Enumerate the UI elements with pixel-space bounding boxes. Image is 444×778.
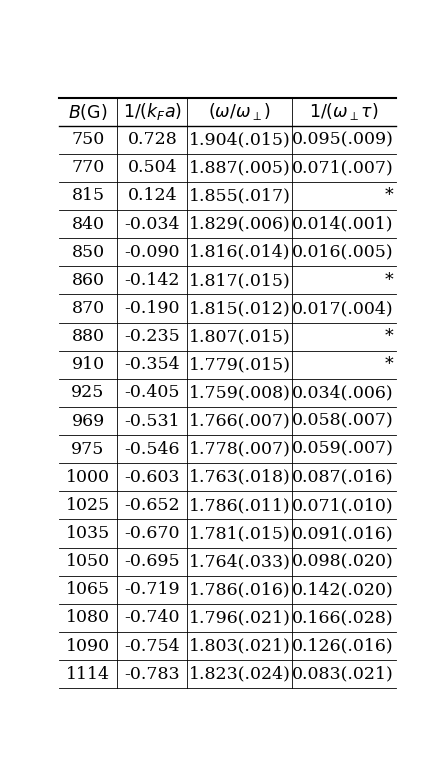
Text: 1.816(.014): 1.816(.014) bbox=[189, 244, 291, 261]
Text: $(\omega/\omega_\perp)$: $(\omega/\omega_\perp)$ bbox=[208, 101, 271, 122]
Text: 925: 925 bbox=[71, 384, 105, 401]
Text: 1050: 1050 bbox=[66, 553, 110, 570]
Text: 1.764(.033): 1.764(.033) bbox=[189, 553, 291, 570]
Text: 0.071(.007): 0.071(.007) bbox=[292, 159, 393, 177]
Text: 1.887(.005): 1.887(.005) bbox=[189, 159, 291, 177]
Text: 850: 850 bbox=[71, 244, 105, 261]
Text: 0.059(.007): 0.059(.007) bbox=[292, 440, 393, 457]
Text: -0.783: -0.783 bbox=[124, 666, 180, 682]
Text: 880: 880 bbox=[71, 328, 104, 345]
Text: -0.235: -0.235 bbox=[124, 328, 180, 345]
Text: 0.083(.021): 0.083(.021) bbox=[292, 666, 393, 682]
Text: 1090: 1090 bbox=[66, 637, 110, 654]
Text: -0.405: -0.405 bbox=[124, 384, 180, 401]
Text: 1.904(.015): 1.904(.015) bbox=[189, 131, 291, 149]
Text: 0.058(.007): 0.058(.007) bbox=[292, 412, 393, 429]
Text: -0.754: -0.754 bbox=[124, 637, 180, 654]
Text: 1000: 1000 bbox=[66, 469, 110, 485]
Text: -0.034: -0.034 bbox=[124, 216, 180, 233]
Text: 1.829(.006): 1.829(.006) bbox=[189, 216, 291, 233]
Text: 0.504: 0.504 bbox=[127, 159, 177, 177]
Text: $1/(\omega_\perp \tau)$: $1/(\omega_\perp \tau)$ bbox=[309, 101, 379, 122]
Text: 0.728: 0.728 bbox=[127, 131, 177, 149]
Text: *: * bbox=[385, 328, 393, 345]
Text: 1035: 1035 bbox=[66, 525, 110, 542]
Text: 0.142(.020): 0.142(.020) bbox=[292, 581, 393, 598]
Text: 840: 840 bbox=[71, 216, 104, 233]
Text: 1.778(.007): 1.778(.007) bbox=[189, 440, 291, 457]
Text: 1.786(.011): 1.786(.011) bbox=[189, 497, 291, 514]
Text: 1114: 1114 bbox=[66, 666, 110, 682]
Text: 1.807(.015): 1.807(.015) bbox=[189, 328, 291, 345]
Text: 0.095(.009): 0.095(.009) bbox=[292, 131, 393, 149]
Text: 1.855(.017): 1.855(.017) bbox=[189, 187, 291, 205]
Text: 0.098(.020): 0.098(.020) bbox=[292, 553, 393, 570]
Text: *: * bbox=[385, 187, 393, 205]
Text: -0.719: -0.719 bbox=[124, 581, 180, 598]
Text: -0.090: -0.090 bbox=[124, 244, 180, 261]
Text: -0.670: -0.670 bbox=[124, 525, 180, 542]
Text: 1.766(.007): 1.766(.007) bbox=[189, 412, 291, 429]
Text: 1.817(.015): 1.817(.015) bbox=[189, 272, 291, 289]
Text: 815: 815 bbox=[71, 187, 105, 205]
Text: 969: 969 bbox=[71, 412, 105, 429]
Text: 0.091(.016): 0.091(.016) bbox=[292, 525, 393, 542]
Text: -0.190: -0.190 bbox=[124, 300, 180, 317]
Text: 0.087(.016): 0.087(.016) bbox=[292, 469, 393, 485]
Text: 750: 750 bbox=[71, 131, 105, 149]
Text: 1.815(.012): 1.815(.012) bbox=[189, 300, 291, 317]
Text: -0.740: -0.740 bbox=[124, 609, 180, 626]
Text: 1.781(.015): 1.781(.015) bbox=[189, 525, 291, 542]
Text: 0.016(.005): 0.016(.005) bbox=[292, 244, 393, 261]
Text: 1025: 1025 bbox=[66, 497, 110, 514]
Text: $1/(k_F a)$: $1/(k_F a)$ bbox=[123, 101, 182, 122]
Text: 0.034(.006): 0.034(.006) bbox=[292, 384, 393, 401]
Text: 0.124: 0.124 bbox=[127, 187, 177, 205]
Text: 910: 910 bbox=[71, 356, 105, 373]
Text: *: * bbox=[385, 356, 393, 373]
Text: 1.763(.018): 1.763(.018) bbox=[189, 469, 291, 485]
Text: 1.786(.016): 1.786(.016) bbox=[189, 581, 291, 598]
Text: 1065: 1065 bbox=[66, 581, 110, 598]
Text: 975: 975 bbox=[71, 440, 105, 457]
Text: 1.803(.021): 1.803(.021) bbox=[189, 637, 291, 654]
Text: -0.142: -0.142 bbox=[124, 272, 180, 289]
Text: 770: 770 bbox=[71, 159, 105, 177]
Text: -0.531: -0.531 bbox=[124, 412, 180, 429]
Text: 1080: 1080 bbox=[66, 609, 110, 626]
Text: $B(\mathrm{G})$: $B(\mathrm{G})$ bbox=[68, 102, 108, 121]
Text: -0.695: -0.695 bbox=[124, 553, 180, 570]
Text: 1.796(.021): 1.796(.021) bbox=[189, 609, 291, 626]
Text: 0.166(.028): 0.166(.028) bbox=[292, 609, 393, 626]
Text: -0.546: -0.546 bbox=[124, 440, 180, 457]
Text: 0.126(.016): 0.126(.016) bbox=[292, 637, 393, 654]
Text: -0.603: -0.603 bbox=[124, 469, 180, 485]
Text: *: * bbox=[385, 272, 393, 289]
Text: 870: 870 bbox=[71, 300, 105, 317]
Text: 1.779(.015): 1.779(.015) bbox=[189, 356, 291, 373]
Text: -0.652: -0.652 bbox=[124, 497, 180, 514]
Text: 860: 860 bbox=[71, 272, 104, 289]
Text: 1.759(.008): 1.759(.008) bbox=[189, 384, 291, 401]
Text: 0.014(.001): 0.014(.001) bbox=[292, 216, 393, 233]
Text: 0.071(.010): 0.071(.010) bbox=[292, 497, 393, 514]
Text: 0.017(.004): 0.017(.004) bbox=[292, 300, 393, 317]
Text: 1.823(.024): 1.823(.024) bbox=[189, 666, 291, 682]
Text: -0.354: -0.354 bbox=[124, 356, 180, 373]
